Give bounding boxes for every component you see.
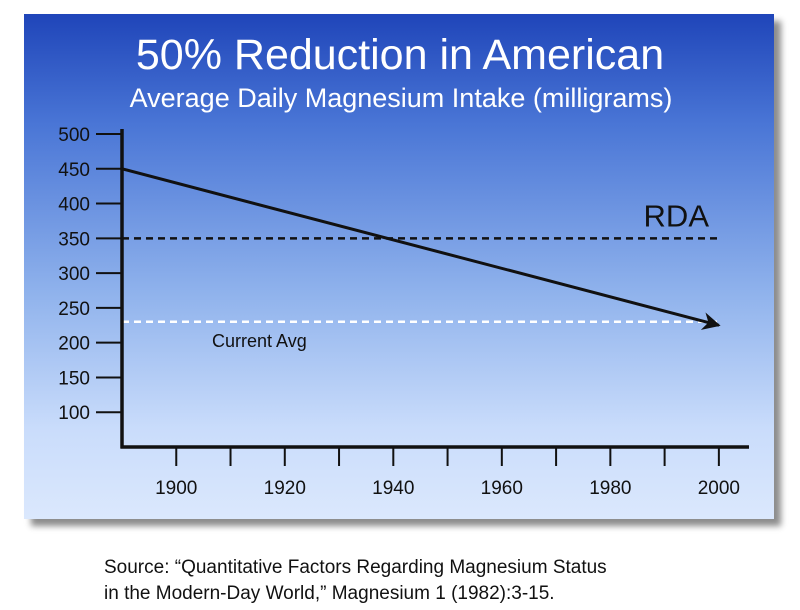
series [121, 167, 721, 330]
chart-title: 50% Reduction in American [136, 31, 664, 79]
chart-subtitle: Average Daily Magnesium Intake (milligra… [130, 83, 673, 113]
y-tick-label: 350 [58, 229, 90, 250]
y-tick-label: 300 [58, 264, 90, 285]
trend-line [121, 167, 721, 330]
y-tick-label: 200 [58, 334, 90, 355]
x-tick-label: 1900 [155, 478, 197, 499]
magnesium-chart: 50% Reduction in American Average Daily … [58, 31, 749, 499]
y-tick-label: 400 [58, 195, 90, 216]
x-tick-label: 2000 [698, 478, 740, 499]
source-citation: Source: “Quantitative Factors Regarding … [104, 555, 800, 607]
y-tick-label: 150 [58, 368, 90, 389]
current-avg-label: Current Avg [212, 331, 307, 351]
axes [120, 129, 749, 449]
x-tick-label: 1960 [481, 478, 523, 499]
x-tick-label: 1940 [372, 478, 414, 499]
x-tick-label: 1920 [264, 478, 306, 499]
rda-label: RDA [644, 198, 710, 233]
reference-lines: RDA Current Avg [122, 198, 719, 351]
source-line-2: in the Modern-Day World,” Magnesium 1 (1… [104, 583, 555, 604]
x-tick-label: 1980 [589, 478, 631, 499]
y-tick-label: 100 [58, 403, 90, 424]
chart-panel: 50% Reduction in American Average Daily … [24, 14, 774, 604]
y-tick-label: 450 [58, 160, 90, 181]
y-tick-label: 250 [58, 299, 90, 320]
y-tick-label: 500 [58, 125, 90, 146]
axis-ticks: 500 450 400 350 300 250 200 150 100 1900 1920 1940 1… [58, 125, 740, 499]
source-line-1: Source: “Quantitative Factors Regarding … [104, 557, 607, 578]
